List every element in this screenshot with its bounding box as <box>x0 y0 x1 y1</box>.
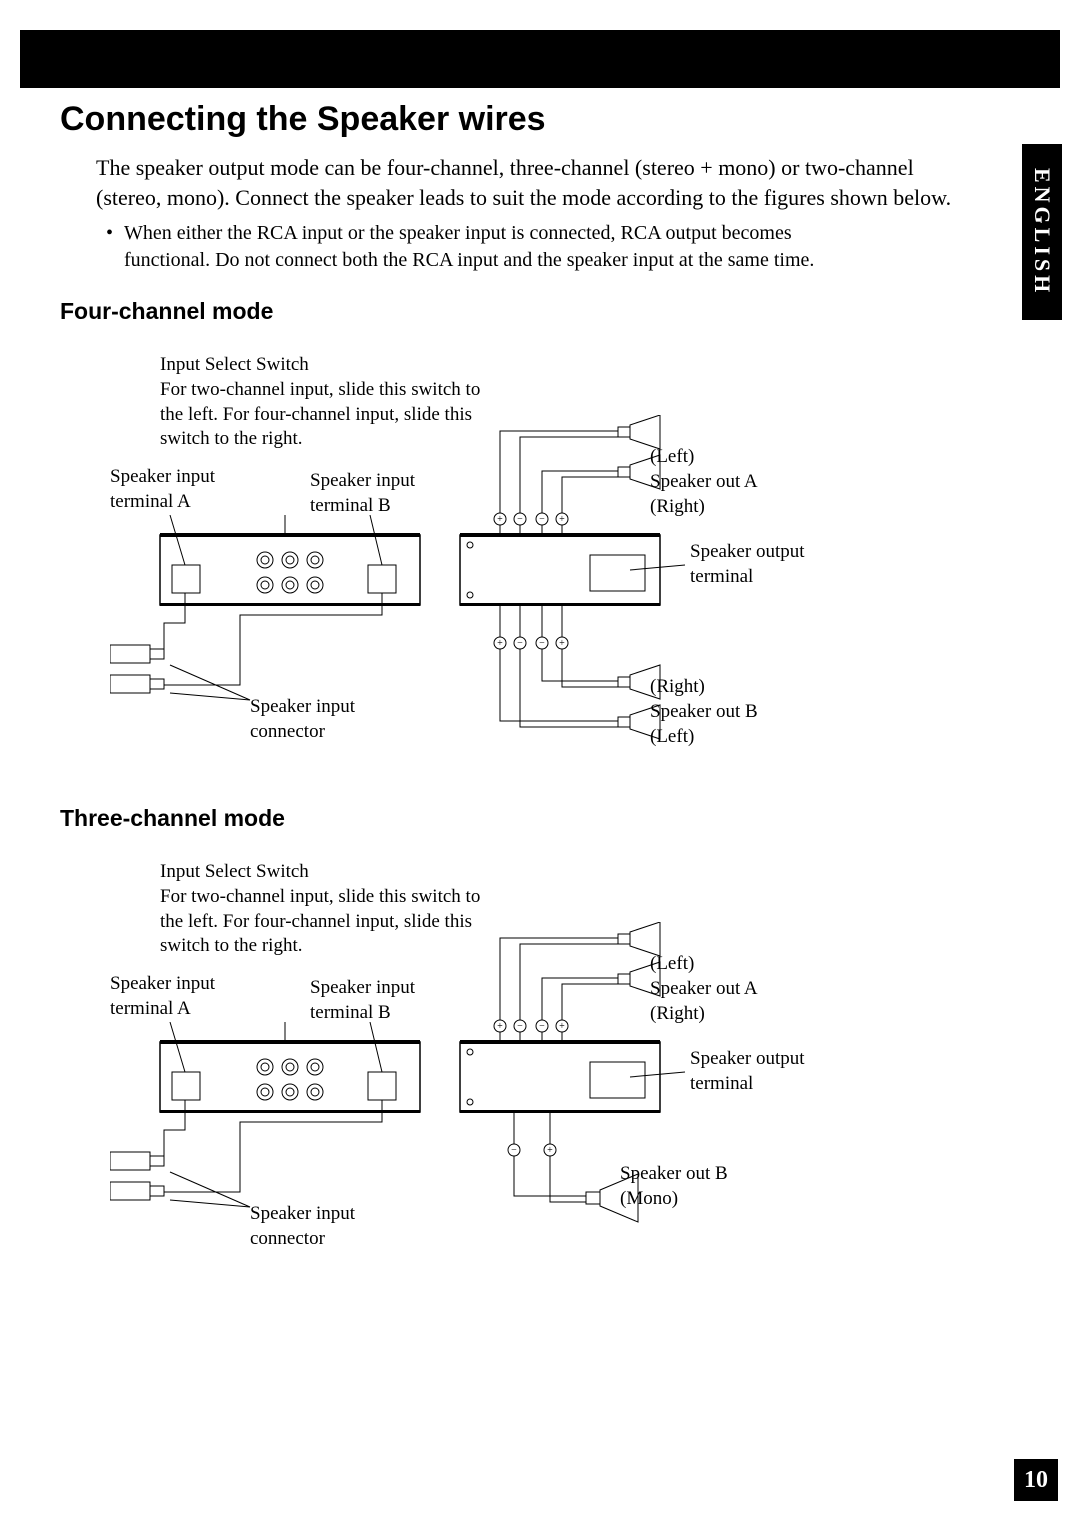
svg-text:+: + <box>559 638 565 649</box>
diagram-right-svg: + − − + + − − + <box>430 415 690 765</box>
svg-text:−: − <box>511 1145 517 1156</box>
three-channel-title: Three-channel mode <box>60 805 1000 832</box>
bullet-text: When either the RCA input or the speaker… <box>124 220 880 274</box>
svg-text:+: + <box>497 1021 503 1032</box>
intro-paragraph: The speaker output mode can be four-chan… <box>96 153 980 212</box>
three-channel-diagram: Input Select Switch For two-channel inpu… <box>60 842 1000 1262</box>
four-channel-diagram: Input Select Switch For two-channel inpu… <box>60 335 1000 765</box>
bullet-dot: • <box>106 220 124 274</box>
svg-text:−: − <box>517 1021 523 1032</box>
label-speaker-output-terminal: Speaker output terminal <box>690 540 805 589</box>
svg-text:−: − <box>539 514 545 525</box>
svg-text:−: − <box>517 514 523 525</box>
label-speaker-input-terminal-a: Speaker input terminal A <box>110 465 215 514</box>
diagram-right-svg-3: + − − + − + <box>430 922 690 1252</box>
svg-text:+: + <box>559 1021 565 1032</box>
section-title: Connecting the Speaker wires <box>60 100 1000 139</box>
diagram-left-svg <box>110 515 430 745</box>
page-number: 10 <box>1014 1459 1058 1501</box>
language-tab: ENGLISH <box>1022 144 1062 320</box>
label-speaker-input-terminal-a-3: Speaker input terminal A <box>110 972 215 1021</box>
top-black-bar <box>20 30 1060 88</box>
label-speaker-input-terminal-b-3: Speaker input terminal B <box>310 976 415 1025</box>
page-content: Connecting the Speaker wires The speaker… <box>60 100 1000 1262</box>
page-number-value: 10 <box>1024 1467 1048 1494</box>
bullet-item: • When either the RCA input or the speak… <box>106 220 880 274</box>
svg-text:+: + <box>497 514 503 525</box>
label-speaker-input-terminal-b: Speaker input terminal B <box>310 469 415 518</box>
svg-text:+: + <box>497 638 503 649</box>
svg-text:−: − <box>539 1021 545 1032</box>
language-tab-label: ENGLISH <box>1029 168 1055 296</box>
svg-text:+: + <box>547 1145 553 1156</box>
svg-text:−: − <box>539 638 545 649</box>
svg-text:−: − <box>517 638 523 649</box>
diagram-left-svg-3 <box>110 1022 430 1252</box>
svg-text:+: + <box>559 514 565 525</box>
manual-page: ENGLISH Connecting the Speaker wires The… <box>0 0 1080 1533</box>
four-channel-title: Four-channel mode <box>60 298 1000 325</box>
label-speaker-output-terminal-3: Speaker output terminal <box>690 1047 805 1096</box>
